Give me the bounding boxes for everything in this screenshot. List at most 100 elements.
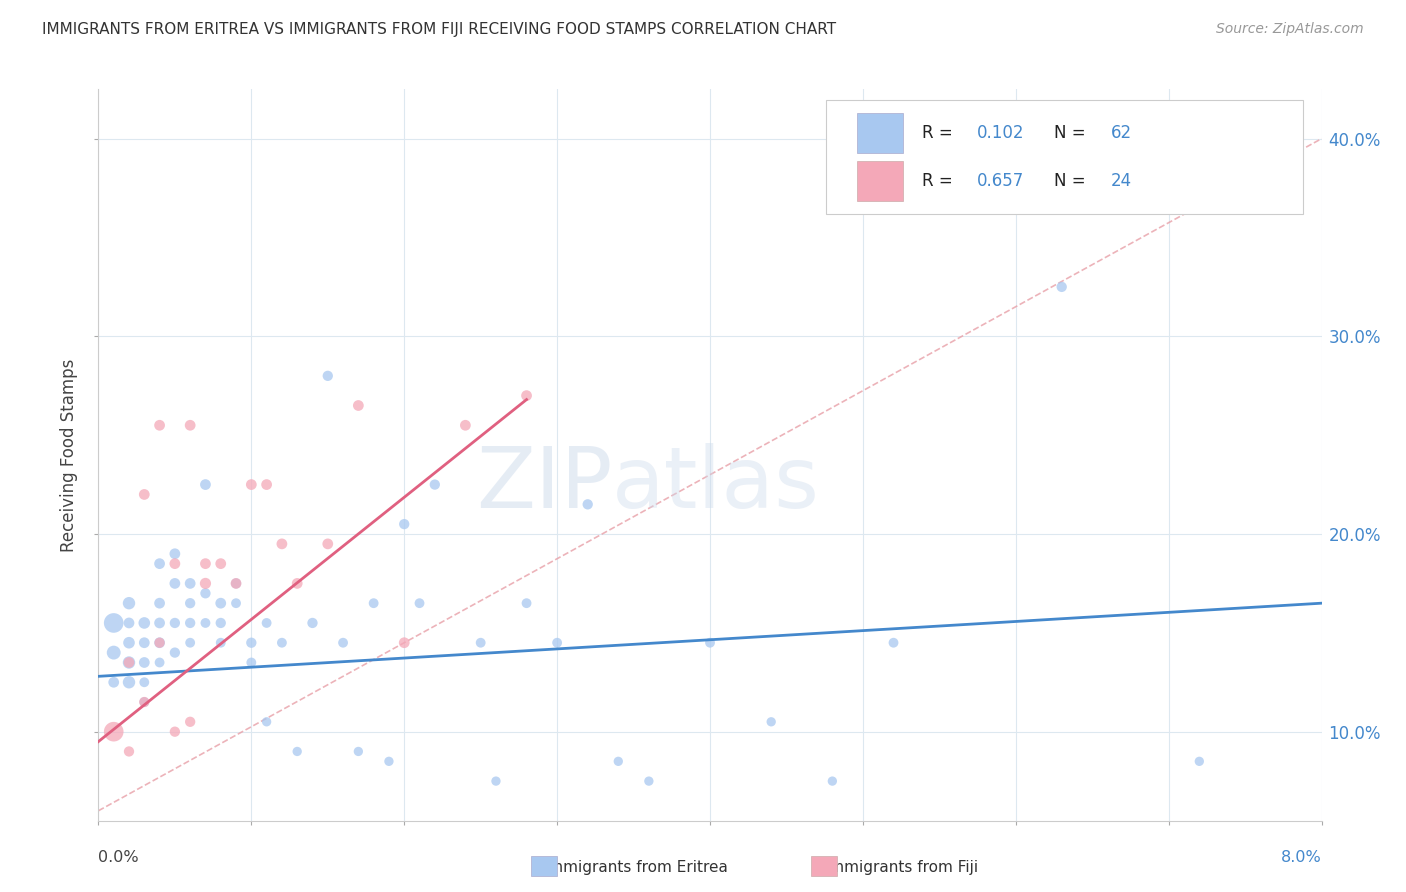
Point — [209, 636, 232, 650]
Point — [163, 547, 186, 561]
Point — [576, 497, 599, 511]
Point — [821, 774, 844, 789]
Text: Immigrants from Fiji: Immigrants from Fiji — [815, 860, 979, 874]
Point — [149, 615, 172, 630]
Point — [347, 399, 370, 413]
Text: IMMIGRANTS FROM ERITREA VS IMMIGRANTS FROM FIJI RECEIVING FOOD STAMPS CORRELATIO: IMMIGRANTS FROM ERITREA VS IMMIGRANTS FR… — [42, 22, 837, 37]
Point — [194, 477, 217, 491]
Point — [194, 576, 217, 591]
Point — [149, 557, 172, 571]
Point — [134, 656, 156, 670]
Point — [134, 615, 156, 630]
Text: R =: R = — [922, 124, 957, 142]
Point — [240, 636, 263, 650]
Point — [179, 636, 201, 650]
FancyBboxPatch shape — [856, 161, 903, 201]
Point — [194, 586, 217, 600]
Text: Source: ZipAtlas.com: Source: ZipAtlas.com — [1216, 22, 1364, 37]
Point — [179, 596, 201, 610]
Point — [378, 755, 401, 769]
Point — [408, 596, 430, 610]
Point — [699, 636, 721, 650]
Point — [163, 557, 186, 571]
Point — [118, 656, 141, 670]
Text: N =: N = — [1053, 171, 1091, 190]
Point — [103, 724, 125, 739]
Point — [134, 487, 156, 501]
Point — [270, 636, 294, 650]
Point — [149, 636, 172, 650]
Point — [134, 675, 156, 690]
Point — [883, 636, 905, 650]
Point — [209, 557, 232, 571]
Point — [637, 774, 661, 789]
Point — [134, 695, 156, 709]
Point — [607, 755, 630, 769]
Point — [454, 418, 477, 433]
Point — [240, 656, 263, 670]
Text: N =: N = — [1053, 124, 1091, 142]
Point — [134, 636, 156, 650]
Point — [163, 724, 186, 739]
Text: 62: 62 — [1111, 124, 1132, 142]
Point — [194, 615, 217, 630]
Point — [149, 656, 172, 670]
Point — [1188, 755, 1211, 769]
Text: R =: R = — [922, 171, 957, 190]
Point — [270, 537, 294, 551]
Point — [179, 714, 201, 729]
Text: 24: 24 — [1111, 171, 1132, 190]
Point — [516, 596, 538, 610]
Point — [485, 774, 508, 789]
Point — [332, 636, 354, 650]
Point — [225, 596, 247, 610]
Point — [118, 596, 141, 610]
Point — [149, 596, 172, 610]
Point — [240, 477, 263, 491]
Point — [1050, 280, 1073, 294]
Point — [209, 615, 232, 630]
Bar — [811, 856, 837, 876]
Text: Immigrants from Eritrea: Immigrants from Eritrea — [534, 860, 728, 874]
Point — [423, 477, 446, 491]
Point — [118, 615, 141, 630]
Point — [316, 537, 339, 551]
Point — [118, 675, 141, 690]
Point — [301, 615, 323, 630]
Point — [209, 596, 232, 610]
Point — [134, 695, 156, 709]
Point — [163, 615, 186, 630]
Point — [316, 368, 339, 383]
Text: atlas: atlas — [612, 442, 820, 525]
Text: 0.102: 0.102 — [977, 124, 1024, 142]
Point — [470, 636, 492, 650]
Point — [759, 714, 782, 729]
Point — [392, 636, 416, 650]
Point — [149, 418, 172, 433]
Point — [285, 744, 308, 758]
Point — [103, 646, 125, 660]
Point — [118, 636, 141, 650]
Point — [225, 576, 247, 591]
Point — [256, 615, 278, 630]
Point — [392, 517, 416, 532]
Point — [225, 576, 247, 591]
FancyBboxPatch shape — [827, 100, 1303, 213]
Bar — [531, 856, 557, 876]
Point — [118, 656, 141, 670]
Point — [347, 744, 370, 758]
Point — [118, 744, 141, 758]
Point — [103, 615, 125, 630]
Point — [546, 636, 568, 650]
Text: 8.0%: 8.0% — [1281, 850, 1322, 865]
Point — [256, 477, 278, 491]
Point — [285, 576, 308, 591]
Point — [516, 389, 538, 403]
Point — [163, 646, 186, 660]
Point — [256, 714, 278, 729]
Text: 0.0%: 0.0% — [98, 850, 139, 865]
Point — [194, 557, 217, 571]
Point — [363, 596, 385, 610]
Text: 0.657: 0.657 — [977, 171, 1024, 190]
Point — [163, 576, 186, 591]
